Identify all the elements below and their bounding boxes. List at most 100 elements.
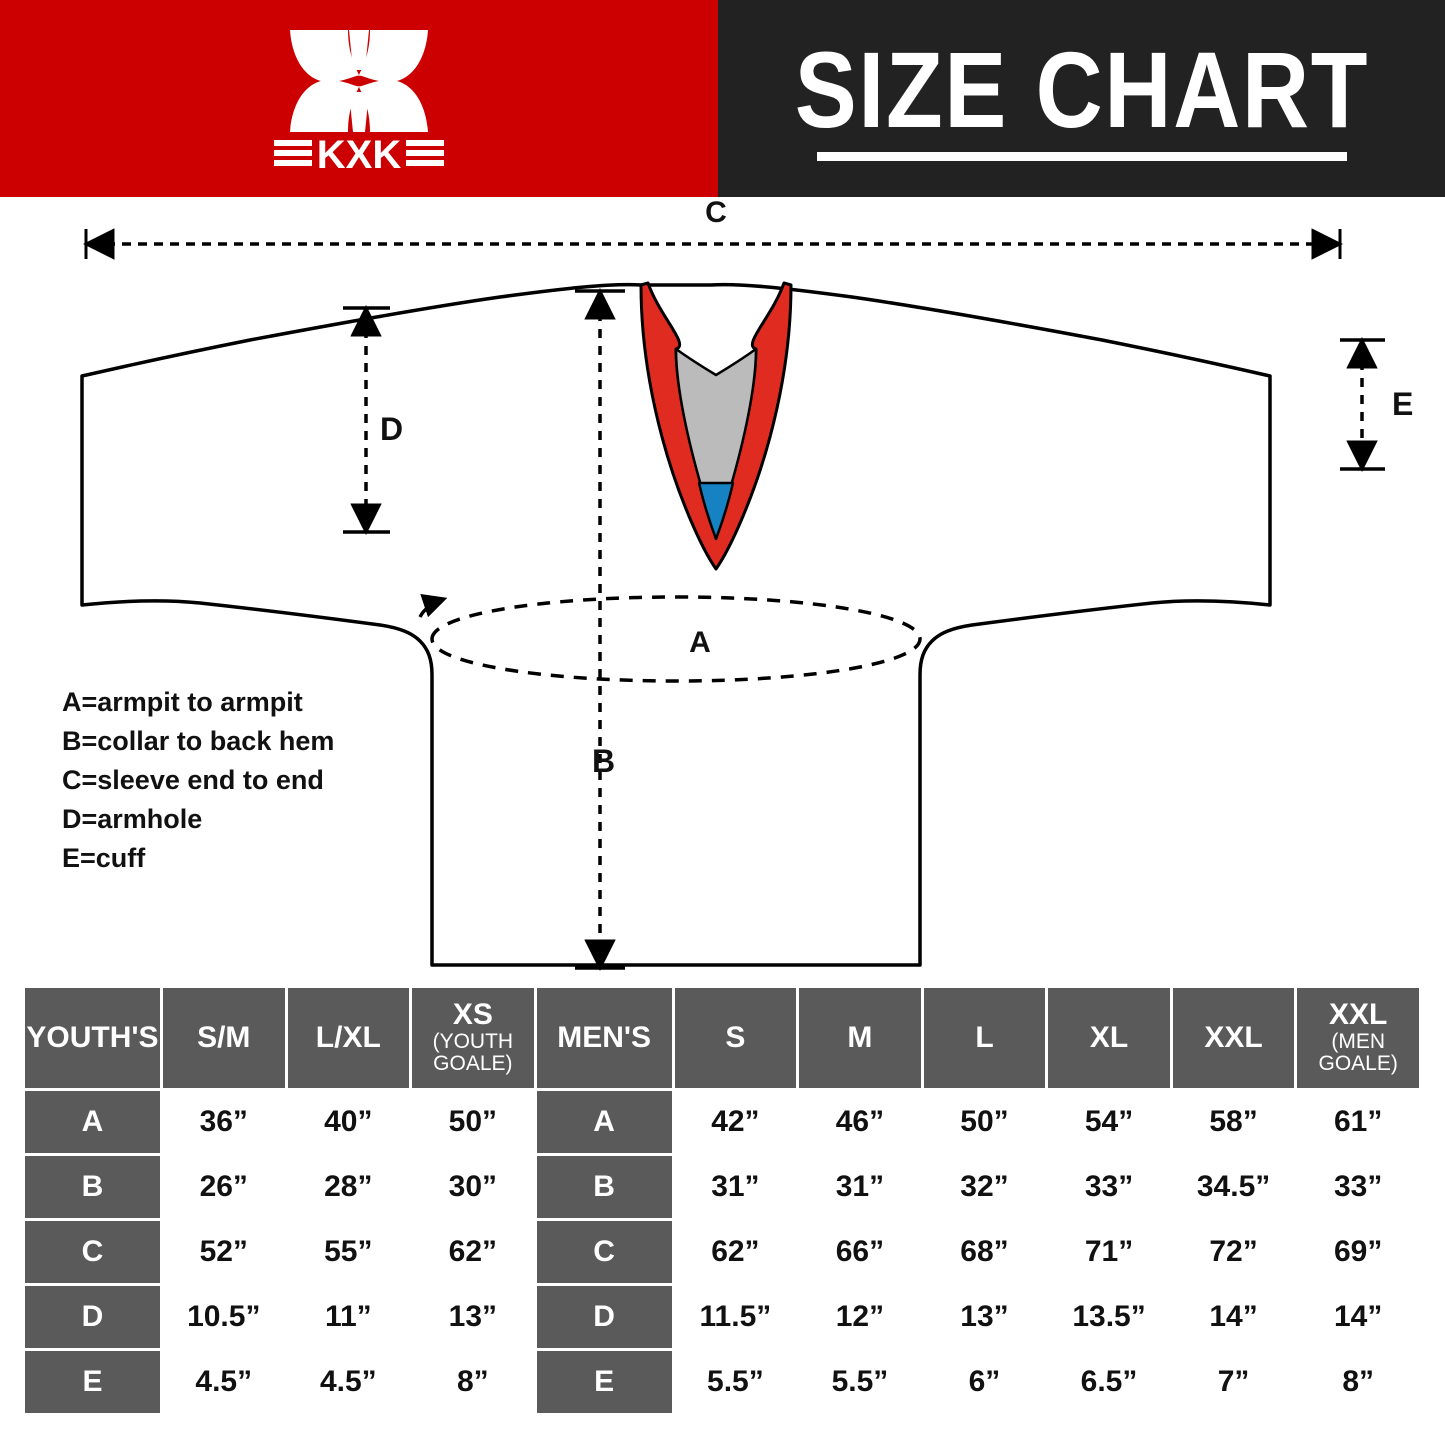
- title-panel: SIZE CHART: [718, 0, 1445, 197]
- kxk-wordmark: KXK: [317, 133, 402, 174]
- cell-men-m-a: 46”: [799, 1091, 921, 1153]
- row-label-youth-a: A: [25, 1091, 160, 1153]
- cell-youth-xs-c: 62”: [412, 1221, 534, 1283]
- cell-men-l-b: 32”: [923, 1156, 1046, 1218]
- header-youth-lxl: L/XL: [287, 988, 410, 1088]
- cell-youth-xs-b: 30”: [412, 1156, 534, 1218]
- size-table-container: YOUTH'S S/M L/XL XS (YOUTH GOALE) MEN'S …: [22, 985, 1422, 1416]
- jersey-diagram: C D B E A: [0, 197, 1445, 977]
- header-youth-xs-goalie: XS (YOUTH GOALE): [412, 988, 534, 1088]
- cell-youth-sm-e: 4.5”: [162, 1351, 285, 1413]
- row-label-men-a: A: [536, 1091, 672, 1153]
- cell-men-xxl-a: 58”: [1172, 1091, 1295, 1153]
- cell-men-xxlg-a: 61”: [1297, 1091, 1419, 1153]
- legend-line-d: D=armhole: [62, 803, 203, 834]
- cell-youth-sm-b: 26”: [162, 1156, 285, 1218]
- cell-men-s-a: 42”: [674, 1091, 797, 1153]
- cell-youth-sm-c: 52”: [162, 1221, 285, 1283]
- row-label-men-c: C: [536, 1221, 672, 1283]
- cell-youth-lxl-a: 40”: [287, 1091, 410, 1153]
- cell-men-l-d: 13”: [923, 1286, 1046, 1348]
- dimension-e-label: E: [1392, 386, 1413, 422]
- cell-men-xl-e: 6.5”: [1048, 1351, 1170, 1413]
- legend-line-b: B=collar to back hem: [62, 725, 335, 756]
- legend-line-a: A=armpit to armpit: [62, 687, 303, 717]
- dimension-c: C: [83, 197, 1343, 260]
- cell-youth-lxl-c: 55”: [287, 1221, 410, 1283]
- header-youth-lxl-label: L/XL: [315, 1020, 381, 1054]
- cell-men-xxlg-e: 8”: [1297, 1351, 1419, 1413]
- cell-men-xl-d: 13.5”: [1048, 1286, 1170, 1348]
- dimension-e: E: [1340, 337, 1413, 472]
- table-row: A 36” 40” 50” A 42” 46” 50” 54” 58” 61”: [25, 1091, 1419, 1153]
- jersey-diagram-svg: C D B E A: [80, 197, 1413, 971]
- table-row: E 4.5” 4.5” 8” E 5.5” 5.5” 6” 6.5” 7” 8”: [25, 1351, 1419, 1413]
- page-title: SIZE CHART: [794, 29, 1369, 151]
- jersey-collar: [639, 281, 793, 571]
- table-header-row: YOUTH'S S/M L/XL XS (YOUTH GOALE) MEN'S …: [25, 988, 1419, 1088]
- dimension-b: B: [575, 288, 625, 971]
- cell-men-m-b: 31”: [799, 1156, 921, 1218]
- dimension-d: D: [343, 305, 403, 535]
- header-youth-xs-label: XS: [452, 998, 493, 1032]
- cell-men-l-c: 68”: [923, 1221, 1046, 1283]
- row-label-men-b: B: [536, 1156, 672, 1218]
- row-label-youth-b: B: [25, 1156, 160, 1218]
- cell-men-s-e: 5.5”: [674, 1351, 797, 1413]
- cell-youth-lxl-b: 28”: [287, 1156, 410, 1218]
- cell-men-xxlg-d: 14”: [1297, 1286, 1419, 1348]
- legend-line-c: C=sleeve end to end: [62, 764, 324, 795]
- header-men-s-label: S: [725, 1020, 746, 1054]
- cell-men-xxl-e: 7”: [1172, 1351, 1295, 1413]
- cell-men-xxl-b: 34.5”: [1172, 1156, 1295, 1218]
- cell-men-m-c: 66”: [799, 1221, 921, 1283]
- table-row: D 10.5” 11” 13” D 11.5” 12” 13” 13.5” 14…: [25, 1286, 1419, 1348]
- dimension-a-label: A: [689, 626, 711, 659]
- header-men-l-label: L: [975, 1020, 994, 1054]
- cell-men-xl-a: 54”: [1048, 1091, 1170, 1153]
- title-underline: [816, 151, 1347, 161]
- cell-men-xxlg-c: 69”: [1297, 1221, 1419, 1283]
- cell-youth-lxl-e: 4.5”: [287, 1351, 410, 1413]
- header-youths-label: YOUTH'S: [26, 1020, 159, 1054]
- cell-men-l-e: 6”: [923, 1351, 1046, 1413]
- cell-men-xxlg-b: 33”: [1297, 1156, 1419, 1218]
- row-label-youth-d: D: [25, 1286, 160, 1348]
- page-header: KXK SIZE CHART: [0, 0, 1445, 197]
- header-men-xl: XL: [1048, 988, 1170, 1088]
- dimension-c-label: C: [705, 197, 727, 229]
- legend-line-e: E=cuff: [62, 842, 146, 873]
- header-youth-xs-sub: (YOUTH GOALE): [432, 1029, 514, 1076]
- header-mens: MEN'S: [536, 988, 672, 1088]
- header-men-xxl-goalie-label: XXL: [1328, 998, 1388, 1032]
- size-chart-table: YOUTH'S S/M L/XL XS (YOUTH GOALE) MEN'S …: [22, 985, 1422, 1416]
- header-men-l: L: [923, 988, 1046, 1088]
- row-label-youth-e: E: [25, 1351, 160, 1413]
- dimension-d-label: D: [380, 411, 403, 447]
- kxk-logo: KXK: [274, 29, 444, 174]
- header-youth-sm: S/M: [162, 988, 285, 1088]
- header-mens-label: MEN'S: [557, 1020, 652, 1054]
- cell-men-s-c: 62”: [674, 1221, 797, 1283]
- row-label-men-d: D: [536, 1286, 672, 1348]
- header-men-xxl-goalie: XXL (MEN GOALE): [1297, 988, 1419, 1088]
- row-label-youth-c: C: [25, 1221, 160, 1283]
- header-men-m: M: [799, 988, 921, 1088]
- header-youth-sm-label: S/M: [197, 1020, 251, 1054]
- brand-panel: KXK: [0, 0, 718, 197]
- cell-youth-xs-e: 8”: [412, 1351, 534, 1413]
- cell-men-xxl-c: 72”: [1172, 1221, 1295, 1283]
- cell-men-xl-c: 71”: [1048, 1221, 1170, 1283]
- table-row: C 52” 55” 62” C 62” 66” 68” 71” 72” 69”: [25, 1221, 1419, 1283]
- dimension-a: A: [418, 594, 922, 683]
- cell-youth-lxl-d: 11”: [287, 1286, 410, 1348]
- cell-men-xl-b: 33”: [1048, 1156, 1170, 1218]
- header-men-xxl-goalie-sub: (MEN GOALE): [1318, 1029, 1398, 1076]
- header-men-m-label: M: [847, 1020, 873, 1054]
- dimension-b-label: B: [592, 743, 615, 779]
- table-body: A 36” 40” 50” A 42” 46” 50” 54” 58” 61” …: [25, 1091, 1419, 1413]
- table-row: B 26” 28” 30” B 31” 31” 32” 33” 34.5” 33…: [25, 1156, 1419, 1218]
- cell-youth-xs-d: 13”: [412, 1286, 534, 1348]
- row-label-men-e: E: [536, 1351, 672, 1413]
- cell-men-l-a: 50”: [923, 1091, 1046, 1153]
